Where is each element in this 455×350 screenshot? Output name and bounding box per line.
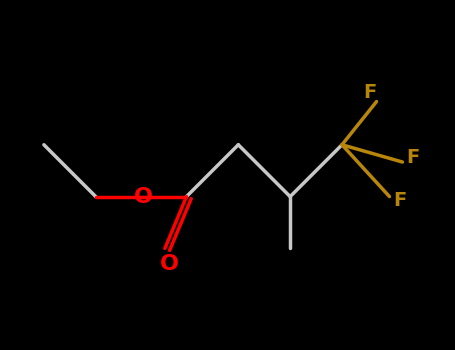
Text: F: F bbox=[364, 83, 377, 103]
Text: F: F bbox=[394, 191, 407, 210]
Text: F: F bbox=[407, 148, 420, 167]
Text: O: O bbox=[160, 253, 179, 274]
Text: O: O bbox=[134, 187, 153, 206]
